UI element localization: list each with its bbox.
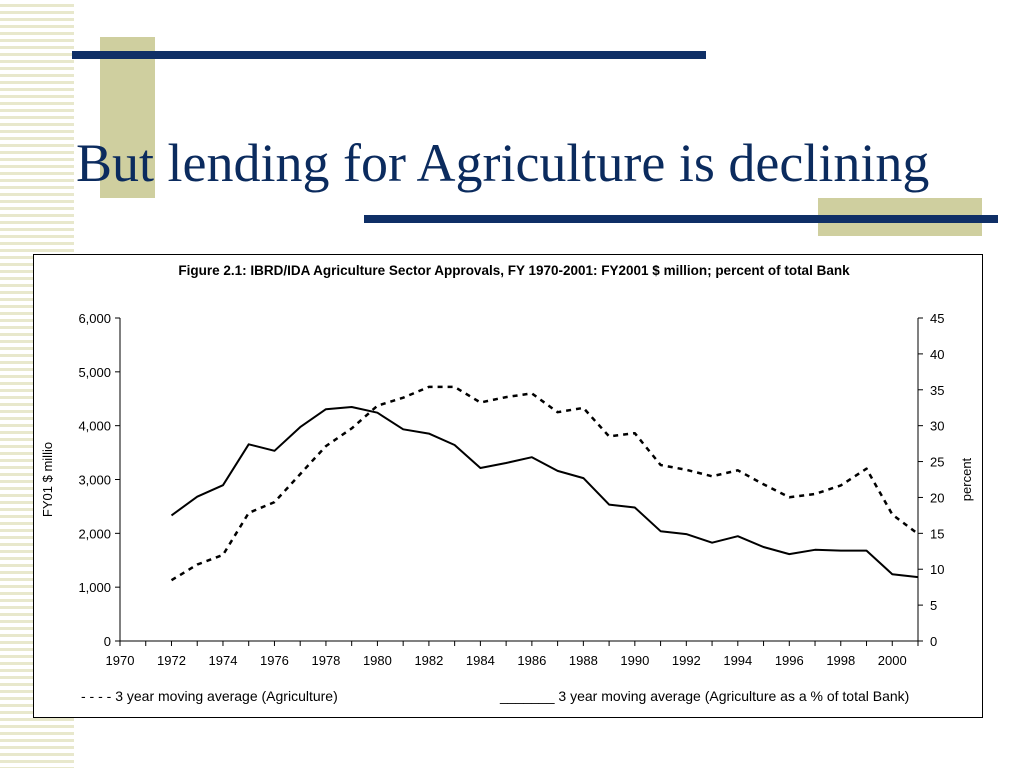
legend-label-agriculture-percent: _______ 3 year moving average (Agricultu… xyxy=(500,688,910,704)
y-tick-label-right: 45 xyxy=(930,311,944,326)
x-tick-label: 1978 xyxy=(311,653,340,668)
x-tick-label: 1982 xyxy=(414,653,443,668)
x-tick-label: 1986 xyxy=(517,653,546,668)
x-tick-label: 1972 xyxy=(157,653,186,668)
series-line-agriculture-percent xyxy=(170,406,919,579)
x-tick-label: 1994 xyxy=(723,653,752,668)
legend-item-agriculture-percent: _______ 3 year moving average (Agricultu… xyxy=(500,688,909,704)
x-tick-label: 1992 xyxy=(672,653,701,668)
legend-label-agriculture: - - - - 3 year moving average (Agricultu… xyxy=(81,688,338,704)
y-axis-title-right: percent xyxy=(959,457,974,501)
decorative-line-top xyxy=(72,51,706,59)
y-tick-label-left: 6,000 xyxy=(78,311,111,326)
y-tick-label-right: 30 xyxy=(930,419,944,434)
x-tick-label: 1996 xyxy=(775,653,804,668)
x-tick-label: 1988 xyxy=(569,653,598,668)
y-axis-title-left: FY01 $ millio xyxy=(40,442,55,517)
y-tick-label-left: 2,000 xyxy=(78,526,111,541)
x-tick-label: 1970 xyxy=(106,653,135,668)
x-tick-label: 1998 xyxy=(826,653,855,668)
series-line-agriculture xyxy=(170,385,919,582)
x-tick-label: 1974 xyxy=(209,653,238,668)
y-tick-label-left: 1,000 xyxy=(78,580,111,595)
x-tick-label: 1990 xyxy=(620,653,649,668)
y-tick-label-right: 10 xyxy=(930,562,944,577)
x-tick-label: 1984 xyxy=(466,653,495,668)
y-tick-label-right: 20 xyxy=(930,490,944,505)
decorative-block-top-left xyxy=(100,37,155,198)
y-tick-label-right: 40 xyxy=(930,347,944,362)
y-tick-label-left: 3,000 xyxy=(78,473,111,488)
chart-frame: Figure 2.1: IBRD/IDA Agriculture Sector … xyxy=(33,254,983,718)
x-tick-label: 1976 xyxy=(260,653,289,668)
slide-title: But lending for Agriculture is declining xyxy=(76,133,930,193)
y-tick-label-left: 4,000 xyxy=(78,419,111,434)
chart-title: Figure 2.1: IBRD/IDA Agriculture Sector … xyxy=(178,263,850,278)
y-tick-label-right: 5 xyxy=(930,598,937,613)
x-tick-label: 1980 xyxy=(363,653,392,668)
y-tick-label-right: 15 xyxy=(930,526,944,541)
legend-item-agriculture: - - - - 3 year moving average (Agricultu… xyxy=(81,688,338,704)
x-tick-label: 2000 xyxy=(878,653,907,668)
decorative-line-bottom xyxy=(364,215,998,223)
y-tick-label-left: 5,000 xyxy=(78,365,111,380)
y-tick-label-right: 0 xyxy=(930,634,937,649)
y-tick-label-right: 35 xyxy=(930,383,944,398)
chart-plot: 0 1,000 2,000 3,000 4,000 5,000 6,000 0 5 10 15 20 2… xyxy=(40,311,974,668)
y-tick-label-right: 25 xyxy=(930,455,944,470)
y-tick-label-left: 0 xyxy=(104,634,111,649)
